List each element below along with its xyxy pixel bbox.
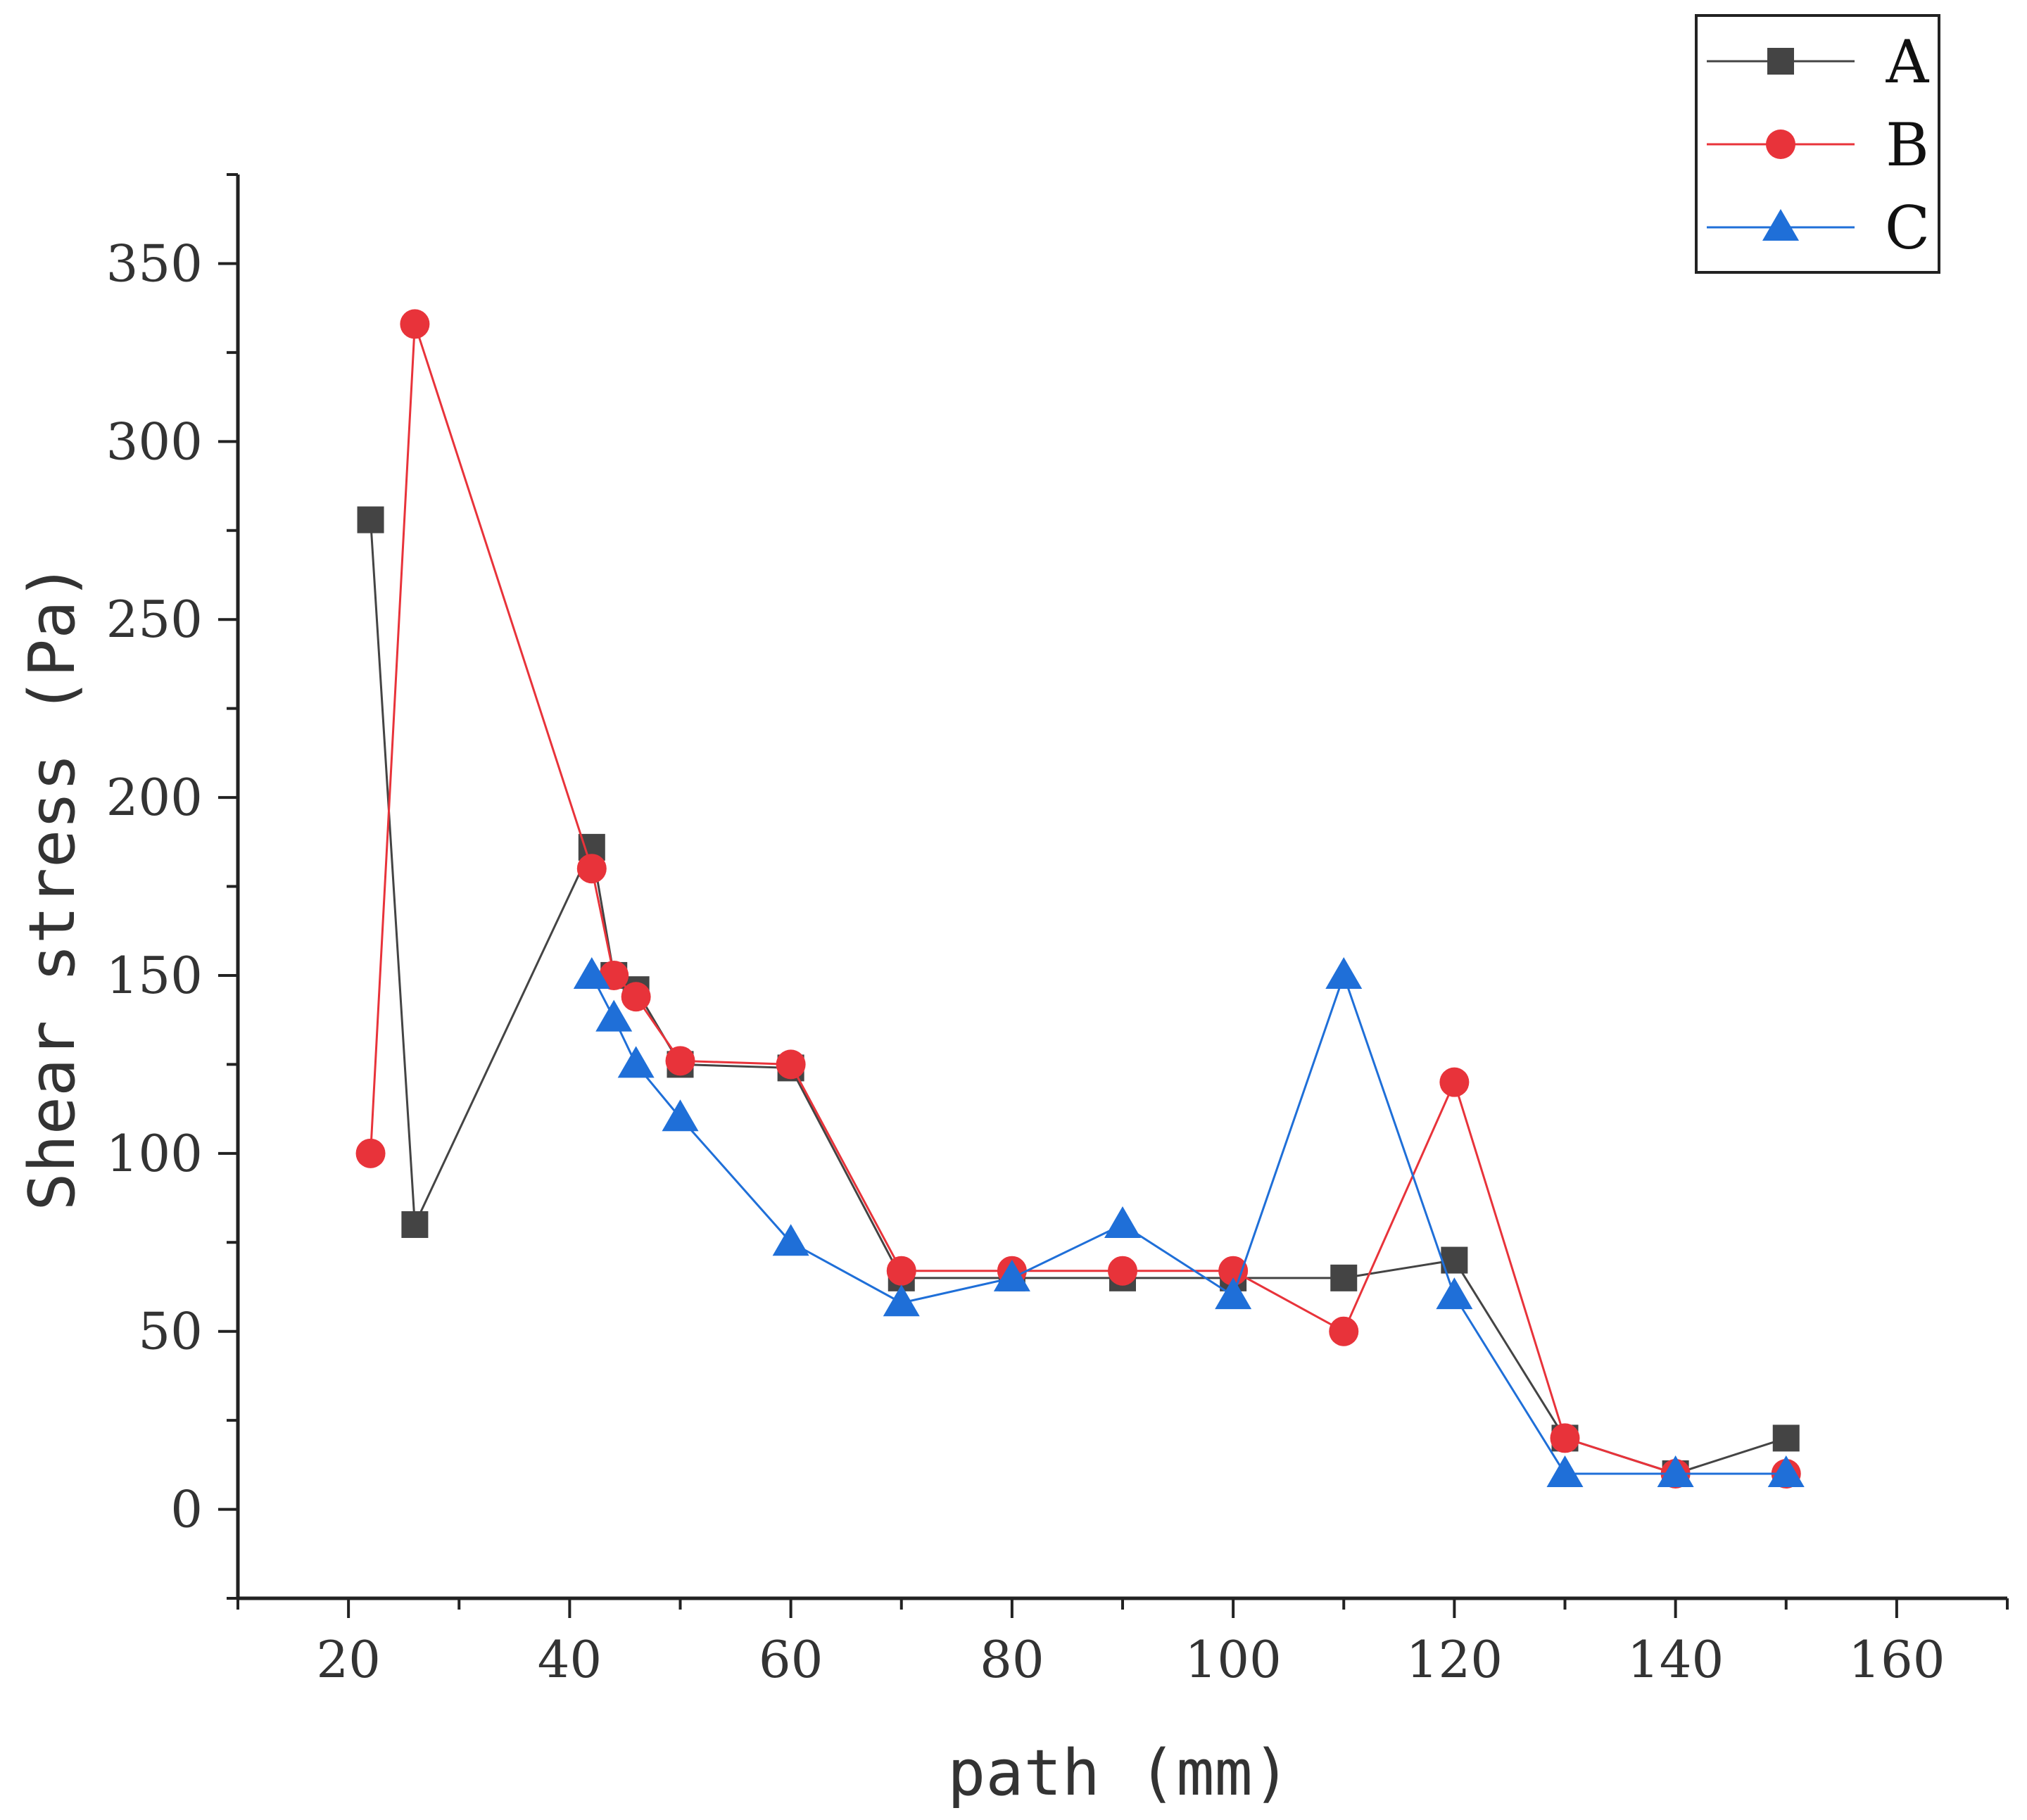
series-B-point <box>576 854 607 884</box>
x-tick-label: 40 <box>538 1630 602 1689</box>
series-C-line <box>591 972 1786 1475</box>
y-tick-label: 350 <box>106 234 203 293</box>
series-B-point <box>400 309 430 339</box>
y-axis-title: Shear stress (Pa) <box>15 562 89 1211</box>
x-tick-label: 100 <box>1185 1630 1281 1689</box>
y-tick-label: 50 <box>138 1302 203 1361</box>
series-A-point <box>401 1211 429 1238</box>
series-C-point <box>883 1284 920 1317</box>
series-C-point <box>1546 1455 1584 1487</box>
legend-label-B: B <box>1886 110 1929 179</box>
axes: 20 40 60 80 100 120 140 160 0 50 100 150 200 250 300 35… <box>106 173 2009 1689</box>
series-A <box>357 506 1800 1487</box>
legend-marker-A <box>1767 48 1794 75</box>
x-tick-label: 160 <box>1848 1630 1945 1689</box>
series-C-point <box>662 1099 699 1132</box>
series-C-point <box>573 956 610 989</box>
series-A-line <box>370 519 1787 1475</box>
legend-label-A: A <box>1886 27 1930 96</box>
series-B <box>355 309 1801 1489</box>
series-B-point <box>1550 1423 1580 1453</box>
series-B-point <box>355 1138 386 1168</box>
x-tick-label: 60 <box>759 1630 823 1689</box>
y-tick-label: 200 <box>106 768 203 827</box>
series-A-point <box>1772 1424 1800 1452</box>
series-A-point <box>1330 1264 1358 1291</box>
x-tick-label: 80 <box>980 1630 1044 1689</box>
series-C-point <box>1657 1455 1694 1487</box>
series-B-point <box>621 982 651 1012</box>
legend-marker-C <box>1762 209 1799 241</box>
series-C-point <box>1215 1277 1252 1310</box>
series-C-point <box>595 999 633 1032</box>
legend: ABC <box>1695 14 1940 274</box>
legend-label-C: C <box>1885 194 1930 263</box>
series-C-point <box>772 1224 809 1256</box>
series-B-point <box>886 1256 916 1286</box>
series-B-point <box>1108 1256 1137 1286</box>
series-B-point <box>665 1046 695 1076</box>
x-axis-title: path (mm) <box>947 1736 1291 1810</box>
x-tick-label: 20 <box>316 1630 381 1689</box>
series-B-point <box>1218 1256 1249 1286</box>
y-tick-label: 150 <box>106 946 203 1005</box>
series-A-point <box>357 506 384 533</box>
y-tick-label: 0 <box>170 1480 203 1539</box>
y-tick-label: 300 <box>106 412 203 471</box>
y-tick-label: 100 <box>106 1124 203 1183</box>
series-C-point <box>617 1046 655 1078</box>
series-layer <box>355 309 1805 1489</box>
x-tick-label: 140 <box>1627 1630 1724 1689</box>
series-C <box>573 956 1805 1487</box>
x-tick-label: 120 <box>1406 1630 1503 1689</box>
series-B-point <box>1329 1316 1359 1346</box>
series-C-point <box>1767 1455 1805 1487</box>
series-C-point <box>1104 1206 1141 1238</box>
legend-marker-B <box>1766 129 1795 159</box>
series-C-point <box>993 1259 1030 1291</box>
series-B-line <box>370 323 1786 1475</box>
series-C-point <box>1436 1277 1473 1310</box>
y-tick-label: 250 <box>106 590 203 649</box>
series-B-point <box>1439 1067 1470 1097</box>
series-C-point <box>1325 956 1363 989</box>
series-B-point <box>776 1049 806 1080</box>
